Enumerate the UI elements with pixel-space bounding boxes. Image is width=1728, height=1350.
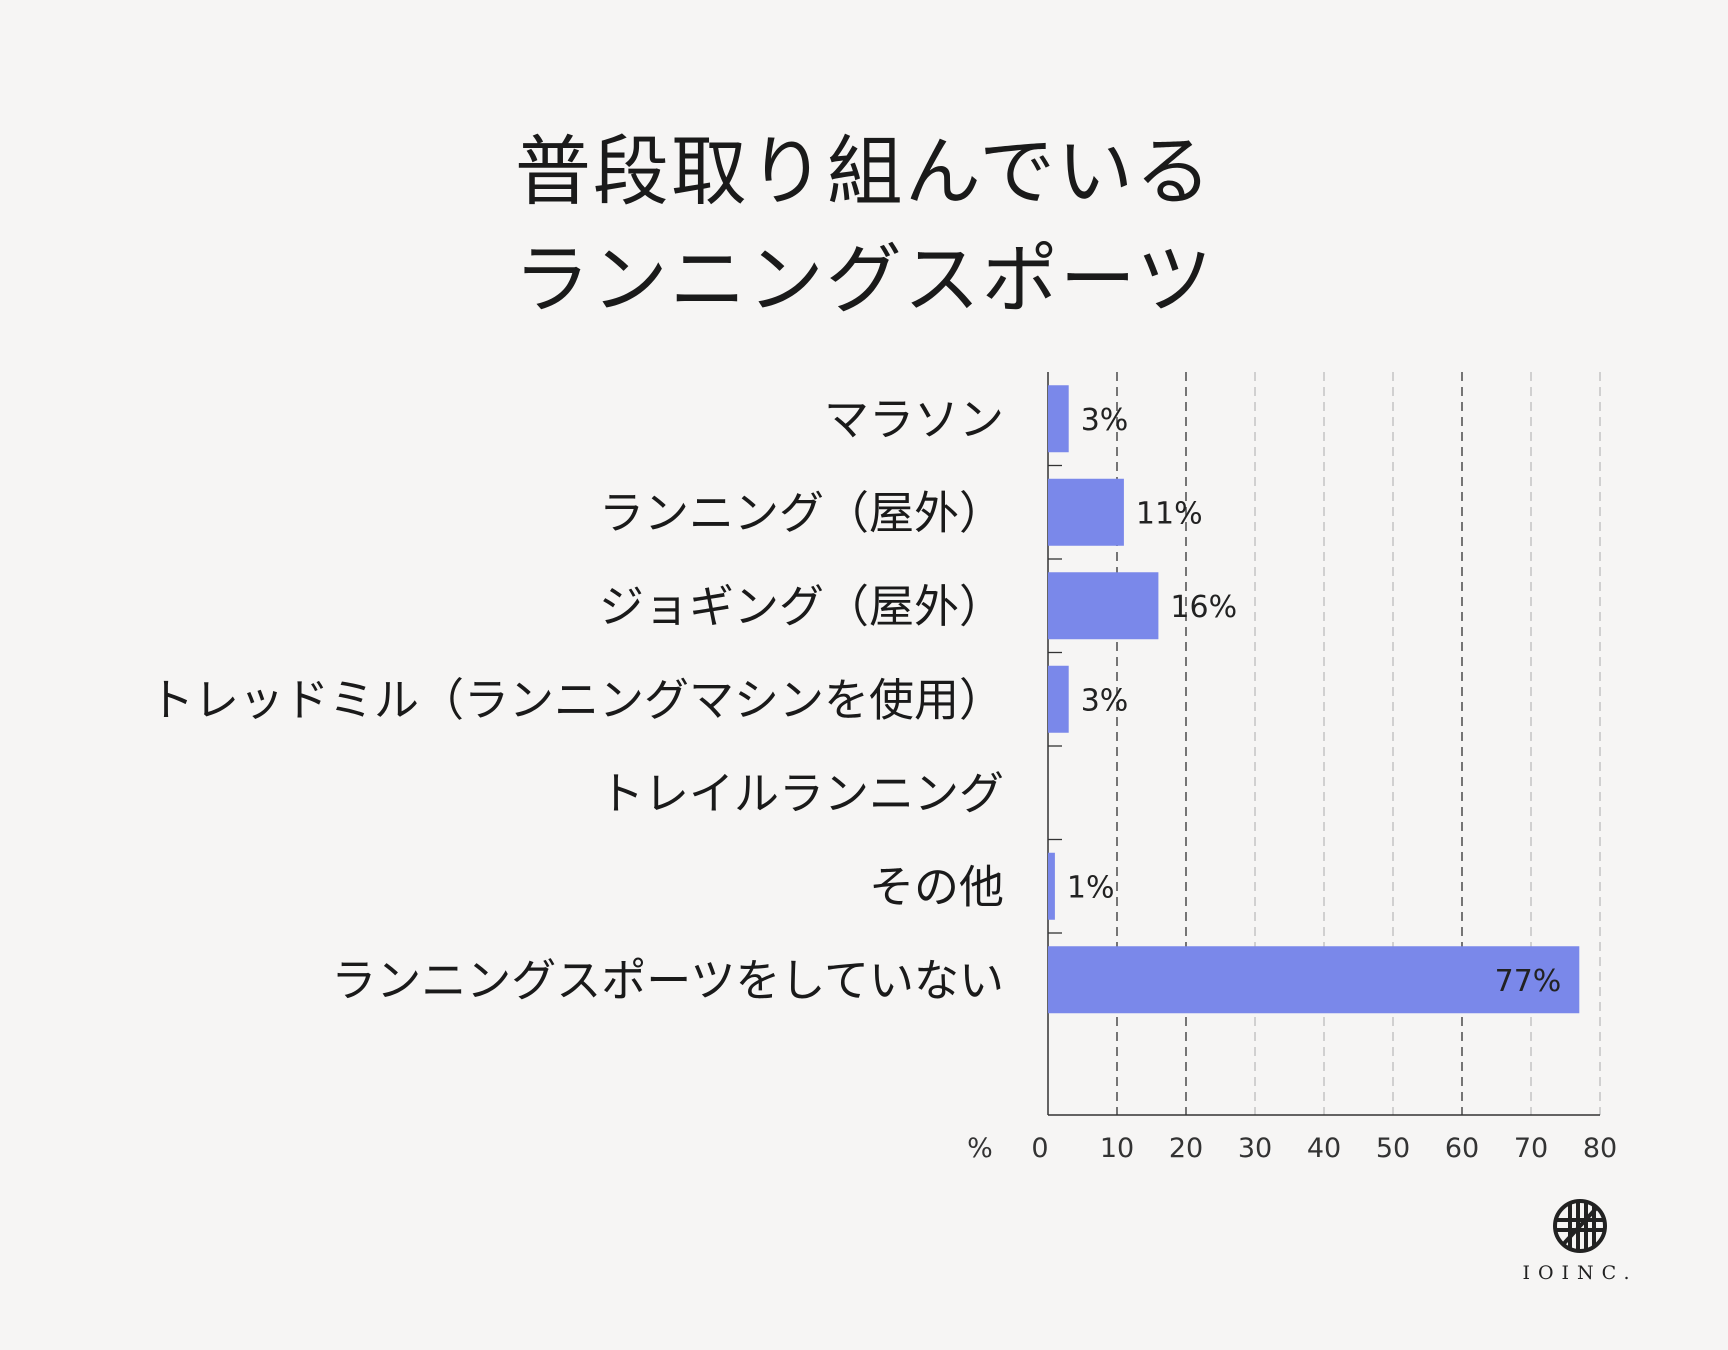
x-tick-label: 0 <box>1031 1133 1048 1164</box>
bar <box>1048 478 1124 546</box>
category-label: マラソン <box>824 393 1004 446</box>
value-label: 77% <box>1495 964 1562 999</box>
x-tick-label: 60 <box>1445 1133 1479 1164</box>
x-tick-label: 30 <box>1238 1133 1272 1164</box>
category-label: ランニング（屋外） <box>599 486 1004 539</box>
value-label: 3% <box>1081 683 1129 718</box>
category-label: ランニングスポーツをしていない <box>331 954 1004 1007</box>
category-label: ジョギング（屋外） <box>599 580 1004 633</box>
value-label: 11% <box>1136 496 1203 531</box>
x-tick-label: 70 <box>1514 1133 1548 1164</box>
bar <box>1048 572 1159 640</box>
bar <box>1048 852 1055 920</box>
chart-title-line-2: ランニングスポーツ <box>513 235 1215 324</box>
bar <box>1048 385 1069 453</box>
hatched-circle-icon <box>1553 1199 1607 1253</box>
category-label: その他 <box>869 860 1004 913</box>
category-label: トレッドミル（ランニングマシンを使用） <box>149 673 1004 726</box>
x-axis-unit-label: % <box>967 1133 993 1164</box>
x-tick-label: 40 <box>1307 1133 1341 1164</box>
x-tick-label: 50 <box>1376 1133 1410 1164</box>
chart-title: 普段取り組んでいる ランニングスポーツ <box>0 118 1728 334</box>
value-label: 1% <box>1067 870 1115 905</box>
category-label: トレイルランニング <box>599 767 1004 820</box>
x-tick-label: 80 <box>1583 1133 1617 1164</box>
company-logo: IOINC. <box>1500 1198 1660 1284</box>
value-label: 16% <box>1170 590 1237 625</box>
bar <box>1048 665 1069 733</box>
value-label: 3% <box>1081 403 1129 438</box>
x-tick-label: 10 <box>1100 1133 1134 1164</box>
bar <box>1048 946 1580 1014</box>
logo-text: IOINC. <box>1522 1262 1638 1284</box>
chart-title-line-1: 普段取り組んでいる <box>514 127 1214 216</box>
x-tick-label: 20 <box>1169 1133 1203 1164</box>
